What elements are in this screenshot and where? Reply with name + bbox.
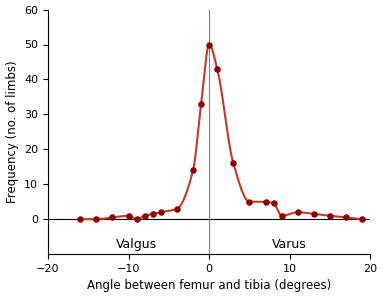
Point <box>295 210 301 215</box>
Point <box>206 42 212 47</box>
Point <box>110 215 116 220</box>
Point <box>271 201 277 206</box>
Point <box>311 212 317 216</box>
Point <box>150 212 156 216</box>
Point <box>126 213 132 218</box>
Y-axis label: Frequency (no. of limbs): Frequency (no. of limbs) <box>6 60 18 203</box>
Point <box>158 210 164 215</box>
Point <box>262 199 268 204</box>
Point <box>142 213 148 218</box>
Text: Varus: Varus <box>272 238 307 252</box>
Point <box>246 199 252 204</box>
Point <box>77 217 83 222</box>
Point <box>327 213 333 218</box>
Point <box>174 206 180 211</box>
Point <box>359 217 365 222</box>
X-axis label: Angle between femur and tibia (degrees): Angle between femur and tibia (degrees) <box>87 280 331 292</box>
Text: Valgus: Valgus <box>116 238 157 252</box>
Point <box>134 217 140 222</box>
Point <box>230 161 236 166</box>
Point <box>190 168 196 173</box>
Point <box>198 102 204 106</box>
Point <box>343 215 349 220</box>
Point <box>214 66 220 71</box>
Point <box>93 217 99 222</box>
Point <box>279 213 285 218</box>
